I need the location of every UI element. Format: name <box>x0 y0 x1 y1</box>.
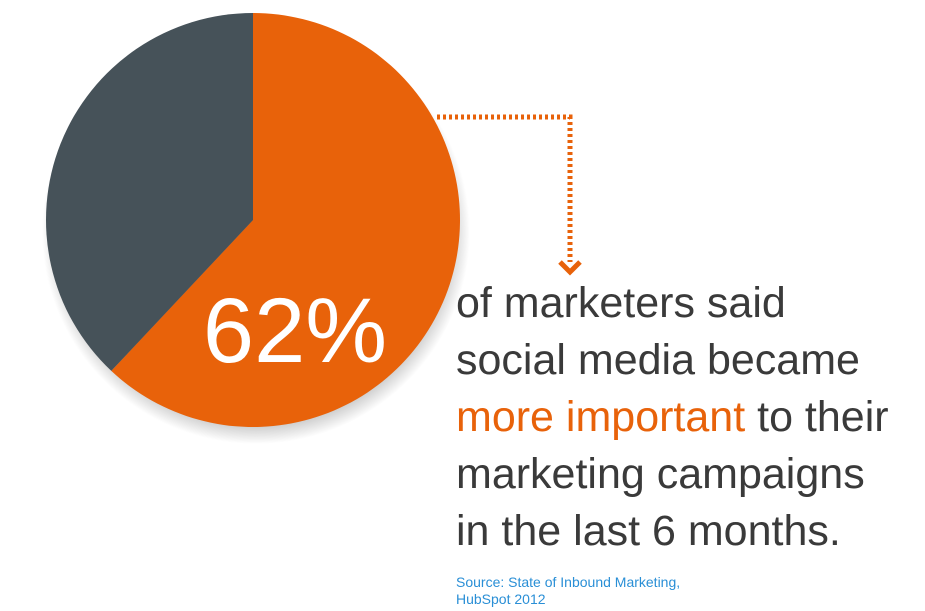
source: HubSpot 2012 <box>456 591 546 607</box>
value-label: 62% <box>203 280 387 382</box>
pie-slice <box>46 13 253 371</box>
pie-slice <box>111 13 461 428</box>
annotation-line: of marketers said <box>456 279 786 327</box>
connector-arrow <box>437 114 573 262</box>
annotation-line: social media became <box>456 336 860 384</box>
annotation-emphasis: more important <box>456 393 746 441</box>
annotation-text: to their <box>757 393 889 441</box>
source: Source: State of Inbound Marketing, <box>456 574 681 590</box>
annotation-line: more important to their <box>456 389 889 446</box>
annotation-line: marketing campaigns <box>456 450 865 498</box>
arrow-head <box>558 260 582 276</box>
annotation-line: in the last 6 months. <box>456 507 841 555</box>
